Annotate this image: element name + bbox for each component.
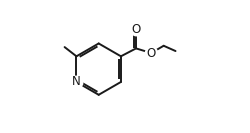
- Text: O: O: [132, 23, 141, 36]
- Text: O: O: [146, 47, 156, 59]
- Text: N: N: [72, 75, 81, 88]
